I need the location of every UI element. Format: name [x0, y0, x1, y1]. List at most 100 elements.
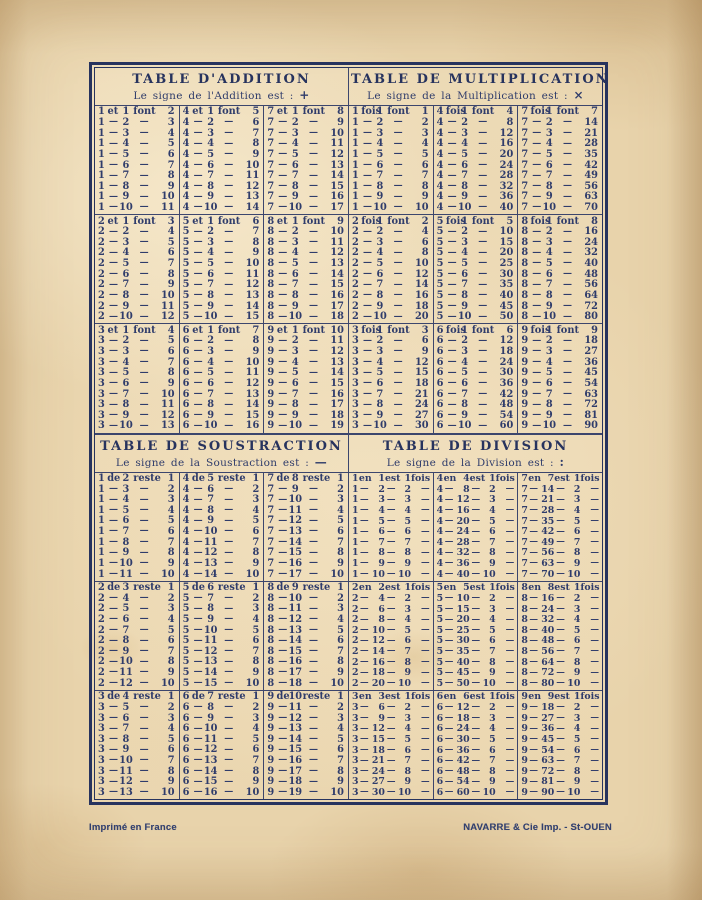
- dash-glyph: —: [224, 547, 233, 558]
- dash-glyph: —: [224, 505, 233, 516]
- table-cell: 6: [122, 515, 130, 527]
- dash-glyph: —: [590, 603, 599, 614]
- table-cell: 3: [98, 377, 105, 389]
- dash-glyph: —: [444, 734, 454, 745]
- dash-glyph: —: [139, 483, 149, 494]
- table-cell: fois: [361, 324, 382, 336]
- dash-glyph: —: [478, 335, 487, 346]
- table-row: 5—14—9: [183, 668, 260, 679]
- table-row: 9—18—9: [267, 777, 344, 788]
- table-cell: 2: [352, 677, 359, 689]
- table-cell: 1: [98, 568, 105, 580]
- table-row: 1—6—6: [352, 160, 429, 171]
- table-row: 9—11—2: [267, 702, 344, 713]
- dash-glyph: —: [224, 117, 233, 128]
- table-cell: 9: [207, 300, 215, 312]
- dash-glyph: —: [362, 138, 372, 149]
- table-row: 8—32—4—: [521, 614, 599, 626]
- table-cell: 10: [567, 568, 581, 580]
- dash-glyph: —: [562, 410, 572, 421]
- table-row: 6—36—6—: [437, 745, 515, 756]
- dash-glyph: —: [421, 776, 430, 787]
- dash-glyph: —: [360, 766, 369, 777]
- dash-glyph: —: [362, 346, 372, 357]
- table-cell: 12: [456, 494, 470, 506]
- table-cell: 60: [499, 420, 514, 432]
- table-cell: 7: [521, 473, 528, 485]
- table-cell: 5: [436, 226, 444, 238]
- dash-glyph: —: [362, 149, 372, 160]
- table-cell: 6: [252, 526, 260, 538]
- dash-glyph: —: [224, 269, 233, 280]
- dash-glyph: —: [556, 515, 565, 526]
- table-cell: 1: [122, 215, 130, 227]
- table-row: 8—10—18: [267, 312, 344, 323]
- table-cell: 2: [252, 701, 260, 713]
- table-cell: 13: [119, 786, 133, 798]
- dash-glyph: —: [529, 657, 538, 668]
- dash-glyph: —: [278, 505, 287, 516]
- table-cell: 1: [98, 106, 105, 118]
- table-cell: 20: [371, 677, 385, 689]
- table-cell: 1: [352, 515, 359, 527]
- table-row: 9—4—13: [267, 357, 344, 368]
- table-cell: 5: [545, 148, 553, 160]
- dash-glyph: —: [278, 494, 287, 505]
- table-cell: 4: [573, 614, 581, 626]
- dash-glyph: —: [421, 569, 430, 580]
- table-cell: 4: [182, 515, 190, 527]
- table-row: 1—4—4—: [352, 505, 430, 516]
- table-row: 5—10—5: [183, 625, 260, 636]
- table-cell: 1: [352, 180, 359, 192]
- table-row: 5—10—2—: [437, 593, 515, 604]
- table-row: 8—48—6—: [521, 636, 599, 647]
- dash-glyph: —: [447, 247, 457, 258]
- table-cell: 8: [252, 138, 260, 150]
- table-cell: 2: [489, 483, 496, 495]
- table-row: 3—8—24: [352, 400, 429, 411]
- dash-glyph: —: [471, 702, 481, 713]
- dash-glyph: —: [224, 624, 233, 635]
- table-cell: 1: [404, 473, 411, 485]
- table-cell: 2: [98, 624, 105, 636]
- table-row: 6 fois 1 font 6: [437, 325, 514, 336]
- table-cell: 3: [291, 127, 299, 139]
- dash-glyph: —: [139, 744, 149, 755]
- table-cell: 4: [436, 473, 444, 485]
- dash-glyph: —: [532, 258, 541, 269]
- dash-glyph: —: [278, 300, 287, 311]
- table-cell: 4: [122, 494, 130, 506]
- table-cell: 1: [489, 473, 496, 485]
- dash-glyph: —: [532, 279, 541, 290]
- table-cell: 28: [584, 138, 598, 150]
- dash-glyph: —: [421, 635, 430, 646]
- table-cell: 4: [182, 170, 190, 182]
- dash-glyph: —: [139, 603, 149, 614]
- table-cell: 3: [207, 127, 215, 139]
- table-cell: 1: [98, 127, 105, 139]
- dash-glyph: —: [224, 776, 233, 787]
- table-cell: 15: [288, 547, 303, 559]
- table-cell: 14: [245, 202, 260, 214]
- dash-glyph: —: [444, 593, 454, 604]
- table-cell: 5: [461, 148, 469, 160]
- table-cell: 3: [252, 712, 260, 724]
- table-cell: 63: [541, 558, 555, 570]
- dash-glyph: —: [478, 367, 487, 378]
- table-cell: 8: [267, 300, 275, 312]
- dash-glyph: —: [193, 702, 203, 713]
- dash-glyph: —: [386, 646, 396, 657]
- table-row: 7—14—7: [267, 537, 344, 548]
- dash-glyph: —: [193, 128, 203, 139]
- table-cell: 14: [245, 399, 260, 411]
- dash-glyph: —: [444, 526, 454, 537]
- table-row: 7—3—21: [521, 128, 598, 139]
- table-row: 8—80—10—: [521, 678, 599, 689]
- dash-glyph: —: [478, 226, 487, 237]
- dash-glyph: —: [505, 625, 515, 636]
- table-column: 4 de 5 reste 1 4—6—2 4—7—3 4—8—4 4—9—5 4—10—6 4—11…: [178, 472, 264, 581]
- dash-glyph: —: [139, 526, 149, 537]
- table-row: 8—9—72: [521, 301, 598, 312]
- table-cell: 7: [337, 645, 344, 657]
- table-cell: 8: [267, 624, 275, 636]
